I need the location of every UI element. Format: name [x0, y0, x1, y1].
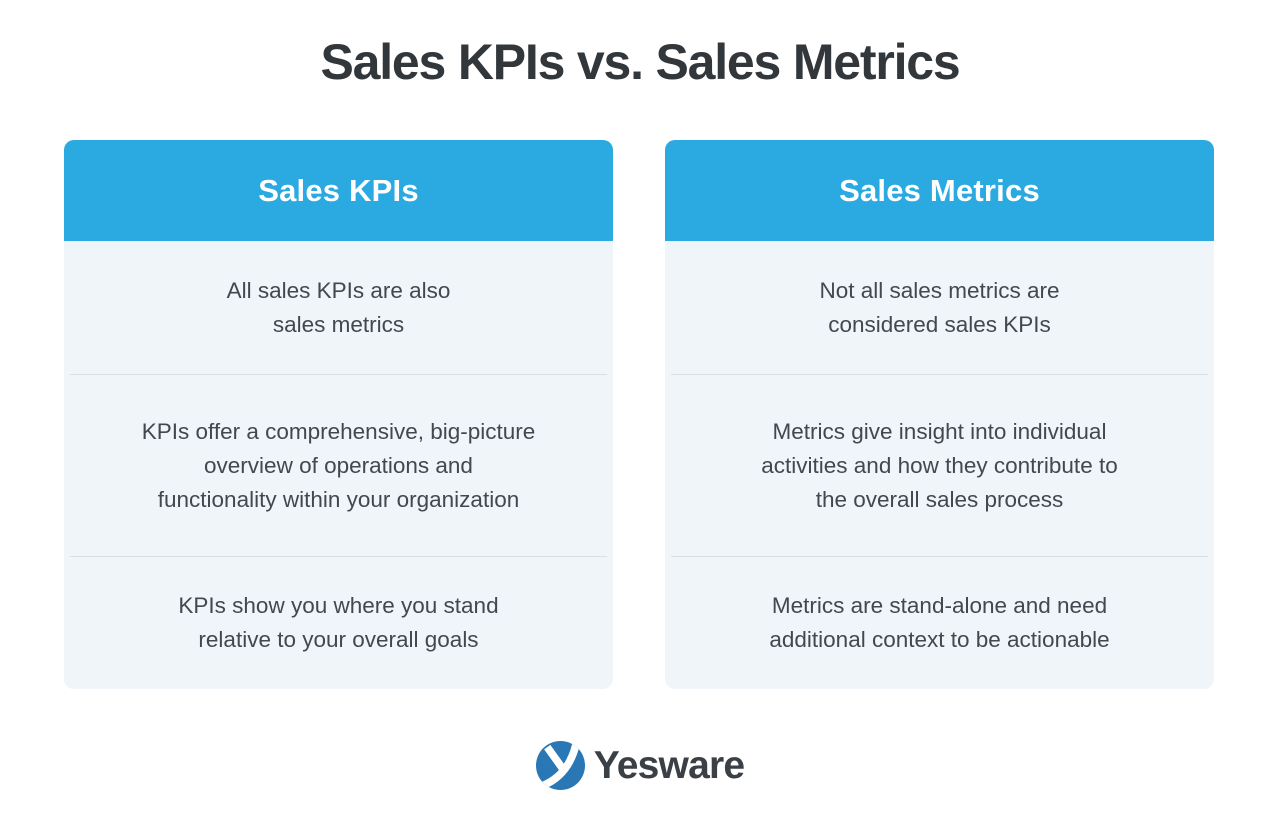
card-row-line: All sales KPIs are also [226, 277, 451, 303]
yesware-wordmark: Yesware [593, 743, 745, 787]
card-row-line: additional context to be actionable [769, 627, 1110, 652]
card-row-line: functionality within your organization [157, 486, 520, 512]
card-row: Metrics give insight into individual act… [665, 375, 1214, 556]
card-row: Metrics are stand-alone and need additio… [665, 557, 1214, 689]
sales-kpis-card-header: Sales KPIs [64, 140, 613, 241]
card-row-line: relative to your overall goals [198, 627, 479, 652]
yesware-logo-icon [535, 741, 585, 790]
card-row-line: overview of operations and [204, 452, 473, 478]
row-divider [671, 374, 1208, 375]
row-divider [70, 374, 607, 375]
row-divider [671, 556, 1208, 557]
card-row: KPIs show you where you stand relative t… [64, 557, 613, 689]
card-row-line: Metrics give insight into individual [772, 418, 1107, 444]
card-row-line: KPIs show you where you stand [178, 593, 499, 618]
card-row-line: KPIs offer a comprehensive, big-picture [141, 418, 536, 444]
row-divider [70, 556, 607, 557]
comparison-cards: Sales KPIs All sales KPIs are also sales… [64, 140, 1214, 689]
card-row-line: sales metrics [272, 311, 405, 337]
sales-metrics-card-header: Sales Metrics [665, 140, 1214, 241]
card-row-line: Metrics are stand-alone and need [771, 593, 1108, 618]
card-row: All sales KPIs are also sales metrics [64, 241, 613, 374]
sales-metrics-card: Sales Metrics Not all sales metrics are … [665, 140, 1214, 689]
card-row: Not all sales metrics are considered sal… [665, 241, 1214, 374]
card-row-line: the overall sales process [815, 486, 1064, 512]
sales-kpis-card: Sales KPIs All sales KPIs are also sales… [64, 140, 613, 689]
card-row-line: considered sales KPIs [828, 311, 1051, 337]
page-title: Sales KPIs vs. Sales Metrics [320, 34, 960, 90]
card-row: KPIs offer a comprehensive, big-picture … [64, 375, 613, 556]
card-row-line: activities and how they contribute to [761, 452, 1118, 478]
card-row-line: Not all sales metrics are [819, 277, 1060, 303]
yesware-logo: Yesware [0, 741, 1280, 790]
